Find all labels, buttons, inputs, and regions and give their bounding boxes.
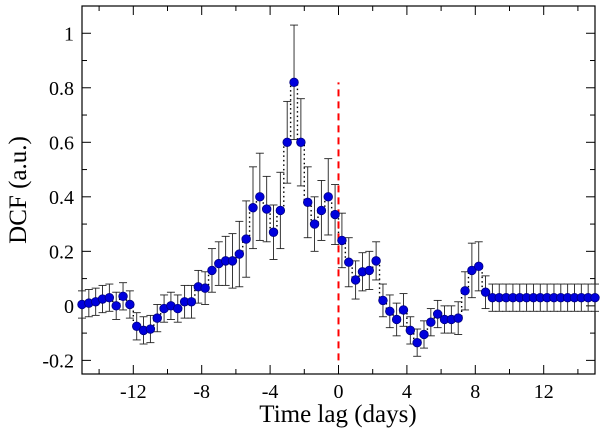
y-axis: -0.2 0 0.2 0.4 0.6 0.8 1 — [42, 23, 595, 372]
data-point — [405, 325, 416, 336]
x-axis-title: Time lag (days) — [259, 401, 416, 428]
x-tick-label: 12 — [534, 381, 554, 403]
data-point — [480, 287, 491, 297]
data-point — [125, 299, 135, 310]
data-points — [77, 77, 600, 348]
y-tick-label: 0 — [64, 296, 74, 318]
y-axis-title: DCF (a.u.) — [5, 136, 32, 244]
y-tick-label: 0.4 — [49, 187, 74, 209]
data-point — [474, 261, 484, 272]
data-point — [275, 205, 286, 216]
data-point — [289, 77, 299, 88]
x-tick-label: -12 — [120, 381, 147, 403]
data-point — [309, 219, 320, 229]
data-point — [453, 313, 463, 323]
x-tick-label: 0 — [334, 381, 344, 403]
y-tick-label: 0.8 — [49, 78, 74, 100]
data-point — [200, 283, 210, 293]
data-point — [173, 303, 183, 314]
data-point — [255, 192, 265, 202]
data-point — [432, 309, 443, 319]
data-point — [350, 275, 361, 285]
data-point — [371, 256, 381, 266]
data-point — [261, 204, 272, 214]
data-point — [419, 329, 429, 340]
x-tick-label: 4 — [402, 381, 412, 403]
data-point — [227, 256, 238, 266]
data-point — [111, 301, 121, 311]
data-point — [152, 313, 162, 323]
data-point — [118, 291, 128, 302]
data-point — [364, 265, 374, 276]
data-point — [590, 292, 600, 303]
data-point — [296, 137, 306, 147]
x-axis: -12 -8 -4 0 4 8 12 — [98, 6, 579, 403]
data-point — [426, 317, 436, 327]
data-point — [412, 337, 422, 348]
x-tick-label: -4 — [262, 381, 279, 403]
data-point — [398, 305, 409, 315]
data-point — [234, 249, 245, 259]
y-tick-label: 0.6 — [49, 132, 74, 154]
data-point — [391, 314, 402, 325]
y-tick-label: 1 — [64, 23, 74, 45]
data-point — [385, 306, 395, 317]
data-point — [378, 295, 388, 306]
data-point — [337, 235, 347, 246]
data-point — [303, 197, 313, 207]
data-point — [132, 321, 142, 331]
data-point — [316, 205, 327, 216]
data-point — [460, 286, 470, 296]
data-point — [330, 209, 340, 220]
data-point — [282, 137, 292, 147]
y-tick-label: -0.2 — [42, 350, 74, 372]
data-point — [207, 265, 217, 276]
data-point — [104, 292, 115, 303]
data-point — [248, 203, 258, 213]
data-point — [145, 324, 156, 334]
data-point — [323, 192, 333, 202]
data-point — [268, 227, 279, 237]
x-tick-label: 8 — [470, 381, 480, 403]
data-point — [186, 297, 197, 307]
data-point — [344, 257, 354, 267]
data-point — [467, 265, 477, 276]
x-tick-label: -8 — [193, 381, 210, 403]
y-tick-label: 0.2 — [49, 241, 74, 263]
data-point — [241, 234, 251, 244]
